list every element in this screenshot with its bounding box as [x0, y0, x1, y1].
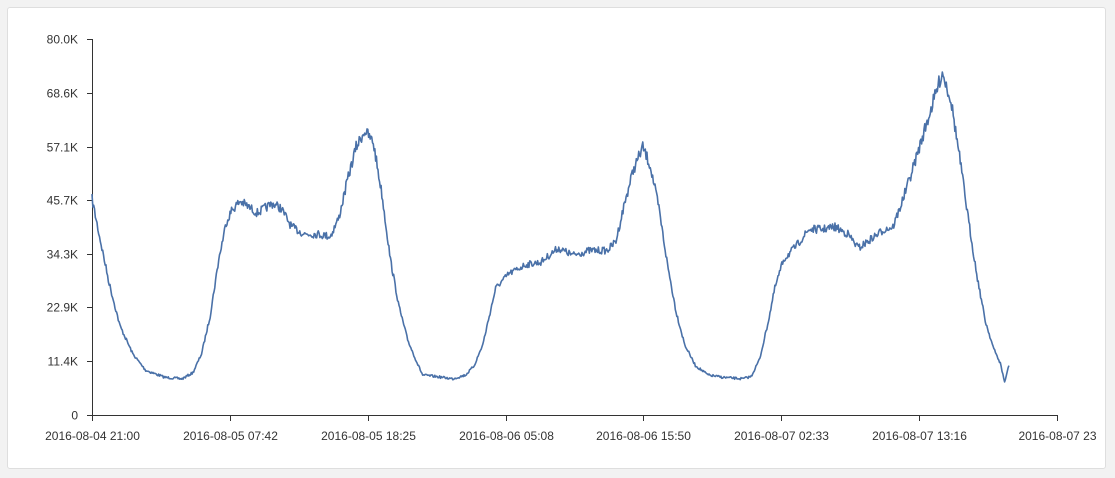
x-tick-label: 2016-08-05 18:25 [321, 429, 416, 443]
y-tick-label: 0 [71, 409, 78, 423]
x-tick-label: 2016-08-04 21:00 [45, 429, 140, 443]
chart-panel [7, 7, 1106, 469]
series-line [91, 71, 1010, 383]
x-axis: 2016-08-04 21:00 2016-08-05 07:42 2016-08-… [45, 415, 1097, 443]
series-group [91, 71, 1010, 383]
x-tick-label: 2016-08-07 23 [1018, 429, 1096, 443]
x-tick-label: 2016-08-06 05:08 [459, 429, 554, 443]
y-tick-label: 57.1K [47, 141, 78, 155]
x-tick-label: 2016-08-05 07:42 [183, 429, 278, 443]
x-tick-label: 2016-08-07 02:33 [734, 429, 829, 443]
y-tick-label: 34.3K [47, 248, 78, 262]
y-tick-label: 45.7K [47, 194, 78, 208]
y-axis: 0 11.4K 22.9K 34.3K 45.7K 57.1K 68.6K 80.0K [47, 33, 93, 423]
y-tick-label: 80.0K [47, 33, 78, 47]
x-tick-label: 2016-08-07 13:16 [872, 429, 967, 443]
y-tick-label: 68.6K [47, 87, 78, 101]
y-tick-label: 11.4K [48, 355, 78, 369]
y-tick-label: 22.9K [47, 301, 78, 315]
x-tick-label: 2016-08-06 15:50 [596, 429, 691, 443]
